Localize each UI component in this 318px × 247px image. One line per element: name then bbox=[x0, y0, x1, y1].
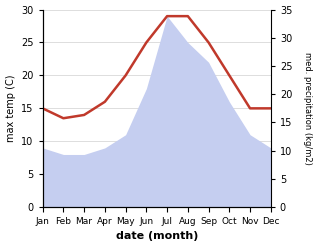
Y-axis label: med. precipitation (kg/m2): med. precipitation (kg/m2) bbox=[303, 52, 313, 165]
X-axis label: date (month): date (month) bbox=[115, 231, 198, 242]
Y-axis label: max temp (C): max temp (C) bbox=[5, 75, 16, 142]
